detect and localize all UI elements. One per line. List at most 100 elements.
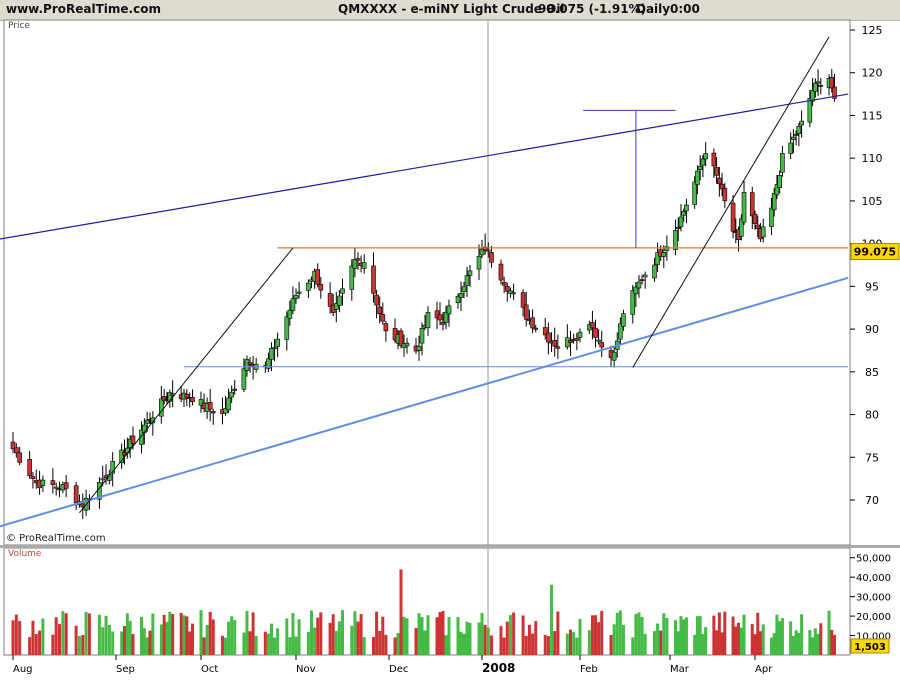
up-candle [813, 82, 818, 92]
up-candle [791, 136, 796, 140]
down-candle [434, 310, 440, 319]
up-candle [361, 262, 367, 269]
up-candle [269, 348, 274, 360]
annotation-upper-channel-line [0, 93, 849, 240]
up-candle [511, 292, 516, 295]
up-candle [700, 158, 706, 166]
down-candle [501, 282, 507, 286]
volume-down-bar [185, 616, 189, 655]
volume-up-bar [168, 611, 172, 655]
time-label: 0:00 [670, 2, 700, 16]
volume-down-bar [441, 611, 445, 655]
volume-up-bar [693, 634, 697, 655]
x-tick-label: Mar [670, 664, 690, 675]
up-candle [226, 397, 231, 411]
down-candle [722, 187, 728, 202]
up-candle [684, 204, 689, 212]
price-tick-label: 120 [862, 67, 883, 80]
volume-down-bar [594, 615, 598, 655]
up-candle [661, 252, 667, 257]
volume-up-bar [84, 612, 88, 655]
volume-up-bar [159, 624, 163, 655]
up-candle [275, 338, 280, 347]
volume-down-bar [34, 634, 38, 655]
volume-up-bar [224, 637, 228, 655]
volume-down-bar [720, 632, 724, 655]
up-candle [652, 264, 657, 279]
down-candle [440, 321, 446, 325]
volume-down-bar [414, 628, 418, 655]
volume-down-bar [372, 637, 375, 655]
up-candle [110, 461, 115, 474]
volume-down-bar [263, 631, 267, 655]
volume-up-bar [205, 625, 209, 655]
down-candle [73, 485, 79, 504]
volume-down-bar [51, 634, 55, 655]
down-candle [14, 447, 19, 454]
down-candle [63, 482, 69, 489]
volume-down-bar [123, 625, 126, 655]
volume-up-bar [640, 616, 644, 655]
volume-down-bar [499, 626, 503, 655]
down-candle [504, 285, 510, 292]
up-candle [695, 170, 700, 185]
up-candle [287, 309, 293, 319]
up-candle [419, 328, 425, 344]
last-price-label: 99.075 [854, 246, 896, 259]
volume-up-bar [254, 635, 258, 655]
volume-down-bar [393, 637, 397, 655]
volume-up-bar [742, 614, 746, 655]
down-candle [533, 327, 539, 330]
volume-up-bar [362, 637, 366, 655]
volume-down-bar [717, 612, 721, 655]
volume-up-bar [827, 610, 831, 655]
volume-up-bar [565, 633, 569, 655]
volume-up-bar [120, 631, 124, 655]
volume-down-bar [546, 636, 550, 655]
up-candle [636, 281, 642, 289]
volume-up-bar [662, 613, 666, 655]
volume-up-bar [447, 617, 451, 655]
up-candle [508, 290, 513, 294]
up-candle [467, 270, 473, 276]
volume-down-bar [378, 630, 382, 655]
volume-up-bar [101, 627, 105, 655]
up-candle [159, 398, 164, 417]
volume-up-bar [291, 613, 295, 655]
volume-up-bar [816, 633, 820, 655]
panel-separator[interactable] [0, 545, 900, 548]
up-candle [416, 345, 422, 351]
volume-up-bar [444, 635, 448, 655]
up-candle [771, 192, 777, 211]
volume-up-bar [684, 617, 688, 655]
down-candle [10, 441, 16, 450]
up-candle [655, 252, 660, 265]
volume-up-bar [704, 627, 708, 655]
volume-down-bar [208, 611, 212, 655]
down-candle [793, 133, 799, 136]
down-candle [17, 452, 22, 463]
down-candle [498, 263, 504, 281]
volume-panel-label: Volume [8, 549, 42, 559]
down-candle [530, 317, 535, 329]
volume-down-bar [750, 623, 754, 655]
volume-up-bar [701, 634, 705, 655]
volume-up-bar [140, 616, 143, 655]
volume-up-bar [739, 627, 743, 655]
site-name: www.ProRealTime.com [6, 2, 161, 16]
up-candle [458, 293, 464, 298]
volume-up-bar [199, 610, 203, 655]
price-panel-frame [3, 19, 851, 546]
volume-down-bar [435, 617, 439, 655]
up-candle [306, 282, 311, 291]
down-candle [130, 435, 136, 444]
down-candle [247, 362, 253, 365]
price-tick-label: 115 [862, 109, 883, 122]
up-candle [144, 419, 150, 424]
volume-up-bar [791, 635, 795, 655]
down-candle [568, 340, 573, 343]
up-candle [738, 218, 744, 237]
down-candle [523, 304, 529, 320]
up-candle [796, 126, 802, 134]
